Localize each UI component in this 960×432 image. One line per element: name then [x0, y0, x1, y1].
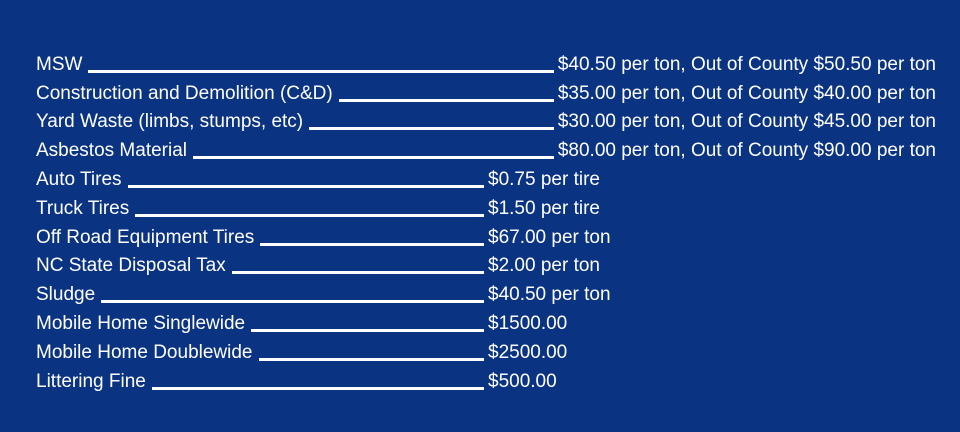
- fee-item-name: Mobile Home Singlewide: [36, 312, 246, 334]
- leader-line: [260, 242, 484, 246]
- leader-line: [231, 271, 484, 275]
- fee-row: Yard Waste (limbs, stumps, etc) $30.00 p…: [36, 105, 936, 134]
- fee-row: NC State Disposal Tax $2.00 per ton: [36, 249, 936, 278]
- fee-row: Truck Tires $1.50 per tire: [36, 191, 936, 220]
- fee-row: Auto Tires $0.75 per tire: [36, 162, 936, 191]
- fee-schedule-list: MSW $40.50 per ton, Out of County $50.50…: [36, 47, 936, 393]
- leader-line: [101, 300, 484, 304]
- leader-line: [135, 213, 484, 217]
- fee-item-price: $0.75 per tire: [488, 168, 600, 190]
- fee-item-price: $2.00 per ton: [488, 255, 600, 277]
- fee-item-name: Truck Tires: [36, 197, 130, 219]
- leader-line: [127, 184, 484, 188]
- fee-item-name: Mobile Home Doublewide: [36, 341, 253, 363]
- fee-item-price: $80.00 per ton, Out of County $90.00 per…: [557, 140, 936, 162]
- fee-item-price: $40.50 per ton: [488, 284, 611, 306]
- fee-item-price: $67.00 per ton: [488, 226, 611, 248]
- fee-item-name: Asbestos Material: [36, 140, 188, 162]
- fee-item-name: NC State Disposal Tax: [36, 255, 226, 277]
- fee-row: Construction and Demolition (C&D) $35.00…: [36, 76, 936, 105]
- leader-line: [88, 69, 554, 73]
- fee-item-name: MSW: [36, 53, 83, 75]
- fee-item-name: Construction and Demolition (C&D): [36, 82, 333, 104]
- fee-item-price: $1.50 per tire: [488, 197, 600, 219]
- fee-item-price: $30.00 per ton, Out of County $45.00 per…: [557, 111, 936, 133]
- fee-item-price: $500.00: [488, 370, 557, 392]
- fee-row: Mobile Home Doublewide $2500.00: [36, 335, 936, 364]
- fee-item-name: Yard Waste (limbs, stumps, etc): [36, 111, 304, 133]
- leader-line: [309, 127, 554, 131]
- fee-row: Littering Fine $500.00: [36, 364, 936, 393]
- fee-item-name: Littering Fine: [36, 370, 146, 392]
- fee-item-name: Off Road Equipment Tires: [36, 226, 255, 248]
- leader-line: [338, 98, 554, 102]
- leader-line: [151, 386, 484, 390]
- fee-item-price: $1500.00: [488, 312, 568, 334]
- fee-row: Off Road Equipment Tires $67.00 per ton: [36, 220, 936, 249]
- fee-row: Asbestos Material $80.00 per ton, Out of…: [36, 133, 936, 162]
- fee-row: Sludge $40.50 per ton: [36, 277, 936, 306]
- fee-item-price: $35.00 per ton, Out of County $40.00 per…: [557, 82, 936, 104]
- leader-line: [258, 357, 484, 361]
- fee-row: Mobile Home Singlewide $1500.00: [36, 306, 936, 335]
- leader-line: [193, 156, 554, 160]
- fee-row: MSW $40.50 per ton, Out of County $50.50…: [36, 47, 936, 76]
- fee-item-name: Sludge: [36, 284, 96, 306]
- leader-line: [251, 328, 484, 332]
- fee-item-name: Auto Tires: [36, 168, 122, 190]
- fee-item-price: $2500.00: [488, 341, 568, 363]
- fee-item-price: $40.50 per ton, Out of County $50.50 per…: [557, 53, 936, 75]
